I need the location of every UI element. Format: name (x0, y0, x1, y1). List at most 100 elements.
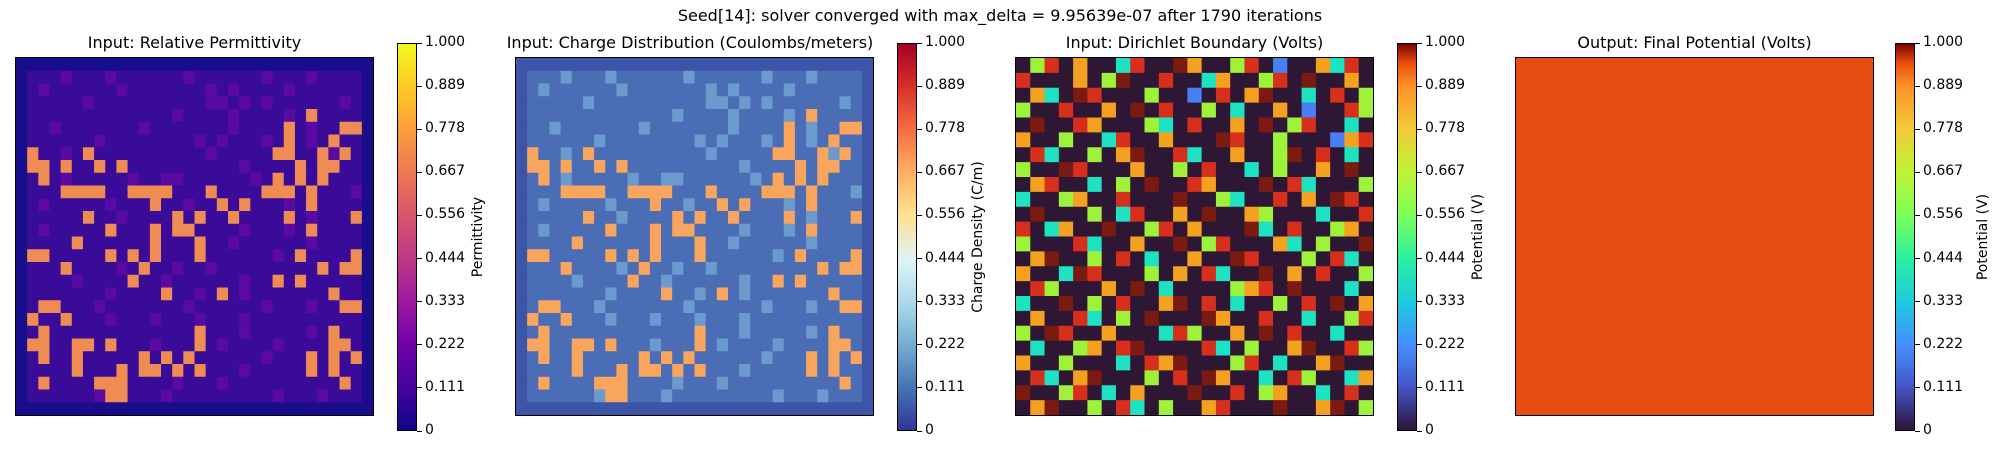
heatmap-cell (1273, 147, 1288, 163)
heatmap-cell (172, 402, 184, 415)
heatmap-cell (1173, 102, 1188, 118)
heatmap-cell (1030, 236, 1045, 252)
heatmap-cell (38, 83, 50, 97)
heatmap-cell (1130, 400, 1145, 415)
heatmap-cell (205, 70, 218, 84)
colorbar-tick-mark (1915, 344, 1920, 346)
heatmap-cell (138, 70, 151, 84)
heatmap-cell (582, 172, 595, 186)
heatmap-cell (806, 211, 818, 225)
heatmap-cell (839, 121, 852, 135)
heatmap-cell (227, 211, 240, 225)
heatmap-cell (582, 160, 595, 174)
heatmap-cell (571, 185, 584, 199)
heatmap-cell (317, 134, 329, 148)
heatmap-cell (127, 376, 140, 390)
colorbar-tick-mark (1417, 171, 1422, 173)
heatmap-cell (739, 172, 751, 186)
heatmap-cell (549, 402, 562, 415)
heatmap-cell (560, 325, 573, 339)
heatmap-cell (306, 338, 318, 352)
heatmap-cell (161, 402, 173, 415)
heatmap-cell (250, 211, 262, 225)
heatmap-cell (261, 249, 273, 263)
heatmap-cell (350, 160, 363, 174)
heatmap-cell (638, 287, 651, 301)
heatmap-cell (694, 325, 707, 339)
heatmap-cell (1244, 206, 1260, 223)
heatmap-cell (538, 109, 550, 123)
heatmap-cell (194, 96, 207, 110)
heatmap-cell (549, 274, 562, 288)
heatmap-cell (705, 338, 718, 352)
heatmap-cell (1087, 162, 1103, 178)
heatmap-cell (549, 300, 562, 314)
heatmap-cell (328, 134, 340, 148)
heatmap-cell (861, 70, 873, 84)
heatmap-cell (194, 172, 207, 186)
heatmap-cell (806, 351, 818, 365)
heatmap-cell (549, 338, 562, 352)
heatmap-cell (60, 402, 73, 415)
heatmap-cell (306, 402, 318, 415)
heatmap-cell (527, 402, 539, 415)
heatmap-cell (839, 134, 852, 148)
heatmap-cell (672, 160, 684, 174)
heatmap-cell (1173, 325, 1188, 342)
heatmap-cell (582, 338, 595, 352)
heatmap-cell (750, 300, 762, 314)
heatmap-cell (261, 351, 273, 365)
heatmap-cell (727, 70, 740, 84)
heatmap-cell (616, 249, 628, 263)
heatmap-cell (750, 83, 762, 97)
heatmap-cell (794, 236, 807, 250)
heatmap-cell (806, 236, 818, 250)
heatmap-cell (261, 236, 273, 250)
heatmap-cell (105, 211, 117, 225)
heatmap-cell (560, 211, 573, 225)
heatmap-cell (1073, 355, 1088, 371)
heatmap-cell (16, 300, 28, 314)
heatmap-cell (538, 198, 550, 212)
heatmap-cell (828, 249, 840, 263)
heatmap-cell (839, 287, 852, 301)
heatmap-cell (516, 109, 528, 123)
heatmap-cell (82, 160, 95, 174)
heatmap-cell (306, 325, 318, 339)
heatmap-cell (1230, 162, 1245, 178)
heatmap-cell (527, 287, 539, 301)
heatmap-cell (227, 313, 240, 327)
heatmap-cell (183, 121, 195, 135)
heatmap-cell (116, 160, 128, 174)
heatmap-cell (638, 58, 651, 72)
heatmap-cell (1215, 117, 1231, 133)
heatmap-cell (294, 134, 307, 148)
heatmap-cell (116, 172, 128, 186)
heatmap-cell (172, 198, 184, 212)
heatmap-cell (861, 376, 873, 390)
heatmap-cell (1330, 191, 1345, 208)
heatmap-cell (605, 389, 617, 403)
heatmap-cell (1215, 340, 1231, 356)
heatmap-cell (1173, 87, 1188, 104)
heatmap-cell (772, 364, 785, 378)
heatmap-cell (649, 313, 662, 327)
heatmap-cell (594, 338, 606, 352)
heatmap-cell (783, 96, 796, 110)
heatmap-cell (328, 287, 340, 301)
heatmap-cell (272, 211, 285, 225)
heatmap-cell (716, 185, 729, 199)
heatmap-cell (149, 70, 162, 84)
colorbar-tick-mark (917, 171, 922, 173)
heatmap-cell (105, 402, 117, 415)
heatmap-cell (328, 262, 340, 276)
heatmap-cell (705, 249, 718, 263)
heatmap-cell (839, 389, 852, 403)
heatmap-cell (350, 147, 363, 161)
heatmap-cell (94, 109, 106, 123)
heatmap-cell (783, 172, 796, 186)
heatmap-cell (1301, 191, 1317, 208)
heatmap-cell (527, 58, 539, 72)
heatmap-cell (239, 262, 251, 276)
heatmap-cell (750, 402, 762, 415)
